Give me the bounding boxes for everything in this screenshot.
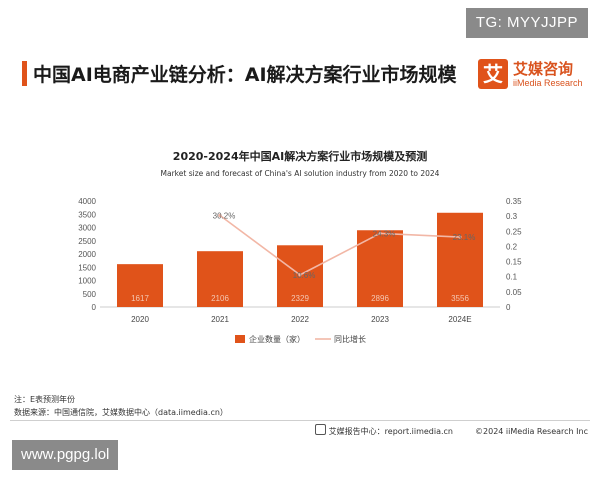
x-axis-tick-label: 2020 [131,315,149,324]
brand-mark-icon: 艾 [478,59,508,89]
footer-divider [10,420,590,421]
brand-logo: 艾 艾媒咨询 iiMedia Research [478,57,588,93]
note-forecast: 注：E表预测年份 [14,395,76,404]
growth-rate-line [219,214,461,276]
growth-rate-point [218,213,222,218]
bar-enterprise-count [437,212,483,307]
left-axis-tick-label: 4000 [78,197,96,206]
left-axis-tick-label: 3500 [78,210,96,219]
footer-report: 艾媒报告中心：report.iimedia.cn [328,427,454,436]
footer: 艾媒报告中心：report.iimedia.cn ©2024 iiMedia Re… [314,424,588,437]
growth-rate-label: 23.1% [453,233,476,242]
report-icon [314,424,326,435]
market-size-chart: 2020-2024年中国AI解决方案行业市场规模及预测 Market size a… [78,149,522,344]
bar-value-label: 2329 [291,294,309,303]
legend-swatch-bar [235,335,245,343]
watermark-top: TG: MYYJJPP [465,8,588,38]
brand-name-cn: 艾媒咨询 [513,60,574,78]
x-axis-tick-label: 2024E [448,315,471,324]
growth-rate-label: 30.2% [213,212,236,221]
right-axis-tick-label: 0.05 [506,288,522,297]
brand-name-en: iiMedia Research [513,78,583,88]
bar-value-label: 2106 [211,294,229,303]
left-axis-tick-label: 2500 [78,237,96,246]
left-axis-tick-label: 1500 [78,263,96,272]
chart-notes: 注：E表预测年份 数据来源：中国通信院，艾媒数据中心（data.iimedia.… [14,393,228,419]
growth-rate-point [378,231,382,236]
x-axis-tick-label: 2021 [211,315,229,324]
chart-subtitle: Market size and forecast of China's AI s… [161,169,440,178]
bar-enterprise-count [117,264,163,307]
left-axis-tick-label: 0 [92,303,97,312]
right-axis-tick-label: 0.2 [506,242,518,251]
bar-value-label: 2896 [371,294,389,303]
bar-value-label: 3556 [451,294,469,303]
title-accent-bar [22,61,27,86]
left-axis-tick-label: 3000 [78,224,96,233]
left-axis-tick-label: 2000 [78,250,96,259]
right-axis-tick-label: 0.1 [506,273,518,282]
growth-rate-point [298,273,302,277]
right-axis-tick-label: 0.35 [506,197,522,206]
note-source: 数据来源：中国通信院，艾媒数据中心（data.iimedia.cn） [14,408,228,417]
x-axis-tick-label: 2023 [371,315,389,324]
growth-rate-label: 24.3% [373,229,396,238]
bar-enterprise-count [357,230,403,307]
bar-enterprise-count [197,251,243,307]
left-axis-tick-label: 1000 [78,277,96,286]
right-axis-tick-label: 0 [506,303,511,312]
chart-title: 2020-2024年中国AI解决方案行业市场规模及预测 [173,149,427,163]
x-axis-tick-label: 2022 [291,315,309,324]
watermark-bottom: www.pgpg.lol [12,440,119,470]
right-axis-tick-label: 0.3 [506,212,518,221]
footer-copyright: ©2024 iiMedia Research Inc [475,427,588,436]
page-title: 中国AI电商产业链分析：AI解决方案行业市场规模 [33,64,457,86]
left-axis-tick-label: 500 [83,290,97,299]
legend-label-line: 同比增长 [334,334,366,344]
right-axis-tick-label: 0.25 [506,227,522,236]
growth-rate-point [458,235,462,239]
legend-label-bar: 企业数量（家） [249,334,305,344]
bar-value-label: 1617 [131,294,149,303]
growth-rate-label: 10.6% [293,271,316,280]
right-axis-tick-label: 0.15 [506,258,522,267]
